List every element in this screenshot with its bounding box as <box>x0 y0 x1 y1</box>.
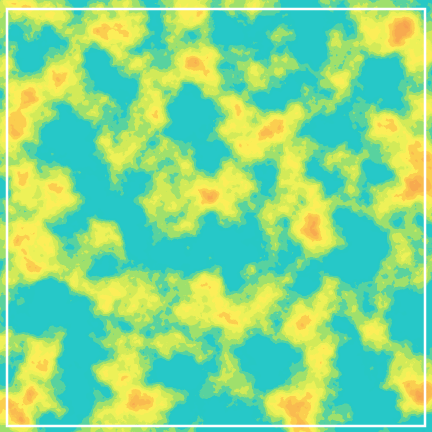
frame <box>5 7 427 428</box>
vegetation-field <box>4 4 428 428</box>
